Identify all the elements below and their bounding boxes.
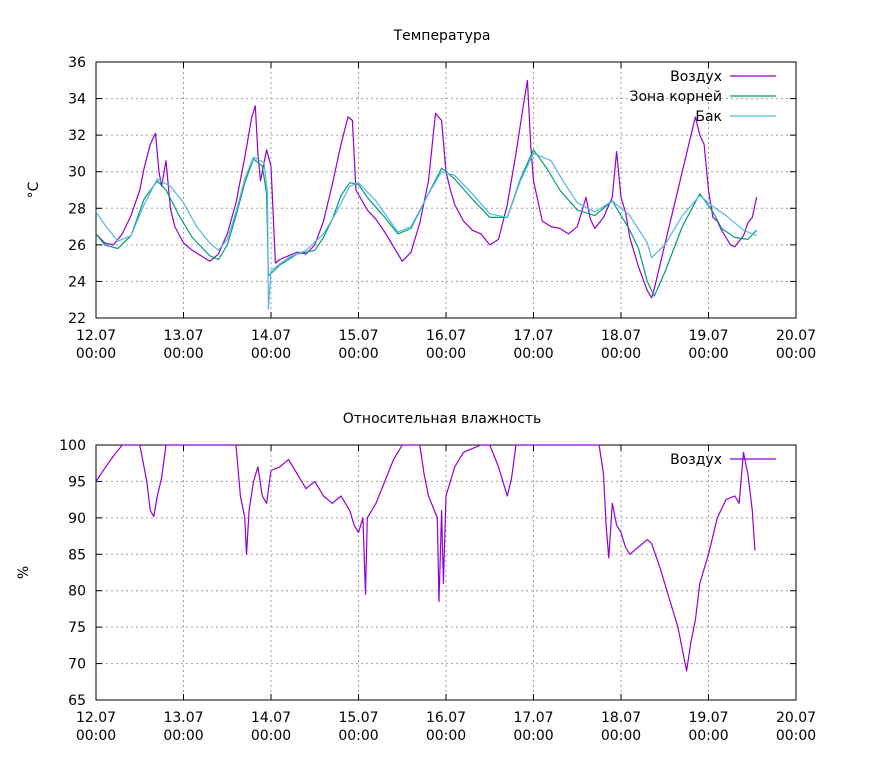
y-tick-label: 65 (68, 693, 86, 709)
y-tick-label: 34 (68, 92, 86, 108)
y-tick-label: 70 (68, 657, 86, 673)
x-tick-label-date: 20.07 (776, 710, 816, 726)
x-tick-label-time: 00:00 (251, 346, 291, 362)
x-tick-label-date: 19.07 (688, 328, 728, 344)
chart-title: Относительная влажность (343, 411, 541, 427)
x-tick-label-date: 15.07 (338, 328, 378, 344)
x-tick-label-time: 00:00 (513, 728, 553, 744)
x-tick-label-time: 00:00 (688, 346, 728, 362)
x-tick-label-date: 18.07 (601, 710, 641, 726)
x-tick-label-time: 00:00 (251, 728, 291, 744)
series-line-1 (95, 79, 758, 299)
x-tick-label-date: 16.07 (426, 328, 466, 344)
x-tick-label-time: 00:00 (76, 346, 116, 362)
y-axis-label: °C (26, 181, 42, 198)
legend-label-1: Воздух (670, 69, 722, 85)
x-tick-label-time: 00:00 (513, 346, 553, 362)
x-tick-label-time: 00:00 (776, 728, 816, 744)
y-tick-label: 28 (68, 201, 86, 217)
x-tick-label-date: 13.07 (163, 328, 203, 344)
y-tick-label: 90 (68, 511, 86, 527)
x-tick-label-date: 14.07 (251, 710, 291, 726)
y-tick-label: 95 (68, 474, 86, 490)
series-line-3 (95, 152, 757, 310)
x-tick-label-date: 17.07 (513, 328, 553, 344)
chart-1: 22 24 26 28 30 32 34 36 12.07 00:00 13.07 00:00 14.0… (26, 28, 816, 362)
y-tick-label: 32 (68, 128, 86, 144)
y-axis-label: % (16, 566, 32, 579)
y-tick-label: 26 (68, 238, 86, 254)
x-tick-label-time: 00:00 (163, 346, 203, 362)
x-tick-label-date: 12.07 (76, 328, 116, 344)
x-tick-label-time: 00:00 (338, 728, 378, 744)
x-tick-label-time: 00:00 (601, 346, 641, 362)
y-tick-label: 85 (68, 547, 86, 563)
x-tick-label-date: 18.07 (601, 328, 641, 344)
x-tick-label-time: 00:00 (338, 346, 378, 362)
chart-title: Температура (393, 28, 491, 44)
x-tick-label-time: 00:00 (688, 728, 728, 744)
x-tick-label-time: 00:00 (776, 346, 816, 362)
y-tick-label: 75 (68, 620, 86, 636)
x-tick-label-date: 12.07 (76, 710, 116, 726)
y-tick-label: 24 (68, 274, 86, 290)
chart-2: 65 70 75 80 85 90 95 100 12.07 00:00 13.07 00:00 14.… (16, 411, 816, 744)
y-tick-label: 36 (68, 55, 86, 71)
x-tick-label-date: 16.07 (426, 710, 466, 726)
x-tick-label-date: 17.07 (513, 710, 553, 726)
y-tick-label: 100 (59, 438, 86, 454)
legend-label-1: Воздух (670, 452, 722, 468)
x-tick-label-date: 15.07 (338, 710, 378, 726)
y-tick-label: 22 (68, 311, 86, 327)
y-tick-label: 80 (68, 584, 86, 600)
series-line-2 (95, 149, 758, 297)
x-tick-label-time: 00:00 (163, 728, 203, 744)
x-tick-label-date: 14.07 (251, 328, 291, 344)
x-tick-label-date: 13.07 (163, 710, 203, 726)
series-line-1 (95, 444, 756, 672)
x-tick-label-time: 00:00 (76, 728, 116, 744)
x-tick-label-time: 00:00 (601, 728, 641, 744)
y-tick-label: 30 (68, 165, 86, 181)
x-tick-label-date: 19.07 (688, 710, 728, 726)
legend-label-2: Зона корней (630, 89, 723, 105)
x-tick-label-date: 20.07 (776, 328, 816, 344)
x-tick-label-time: 00:00 (426, 728, 466, 744)
legend-label-3: Бак (695, 109, 722, 125)
x-tick-label-time: 00:00 (426, 346, 466, 362)
